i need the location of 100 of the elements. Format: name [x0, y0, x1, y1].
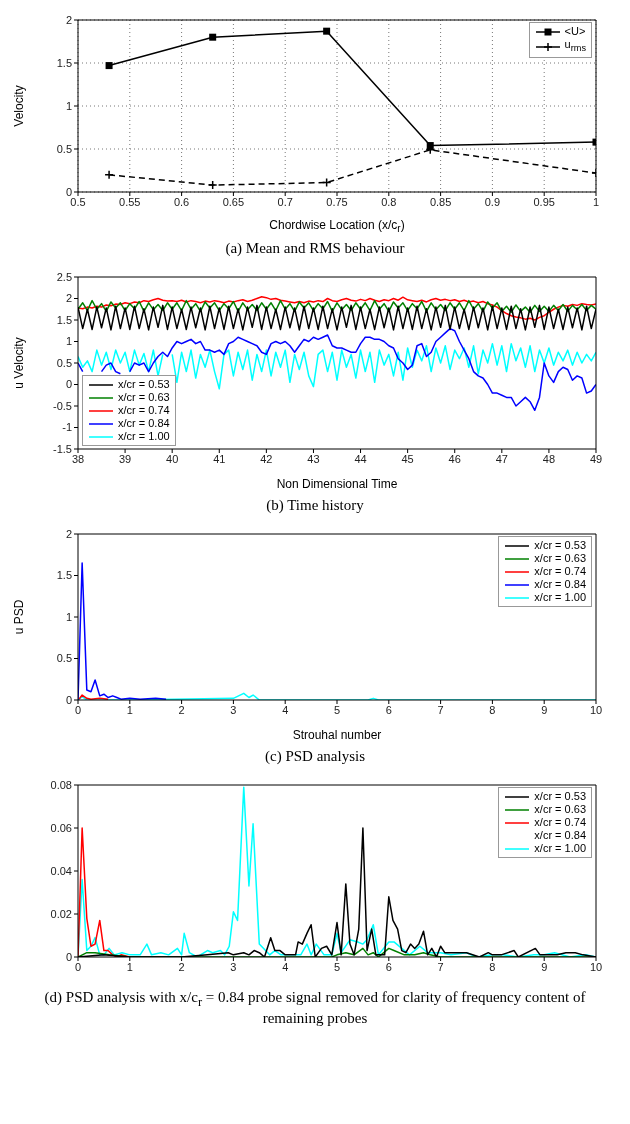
legend-label: x/cr = 0.74	[118, 404, 170, 417]
x-tick-label: 4	[282, 703, 289, 716]
y-tick-label: 0	[65, 693, 72, 706]
legend-label: x/cr = 0.53	[118, 378, 170, 391]
point	[426, 142, 434, 150]
x-tick-label: 9	[541, 703, 548, 716]
x-tick-label: 2	[178, 703, 185, 716]
y-axis-title: u Velocity	[12, 337, 26, 389]
x-tick-label: 10	[589, 960, 603, 973]
y-tick-label: 0	[65, 185, 72, 198]
y-tick-label: 1.5	[56, 56, 72, 69]
y-axis-title: u PSD	[12, 599, 26, 635]
x-tick-label: 7	[437, 960, 444, 973]
x-axis-title: Strouhal number	[291, 728, 383, 742]
legend-label: x/cr = 0.53	[534, 790, 586, 803]
line-series	[78, 299, 596, 314]
x-tick-label: 0.65	[222, 195, 245, 208]
x-tick-label: 0	[74, 703, 82, 716]
x-tick-label: 39	[118, 452, 132, 465]
y-tick-label: -1	[62, 421, 72, 434]
y-tick-label: 0	[65, 950, 72, 963]
x-tick-label: 44	[354, 452, 367, 465]
text: (b) Time history	[265, 497, 365, 514]
x-tick-label: 7	[437, 703, 444, 716]
x-tick-label: 5	[333, 703, 341, 716]
x-tick-label: 1	[126, 960, 133, 973]
legend-label: x/cr = 0.63	[534, 803, 586, 816]
point	[209, 33, 217, 41]
x-tick-label: 3	[230, 703, 237, 716]
x-tick-label: 0.9	[484, 195, 501, 208]
x-tick-label: 2	[178, 960, 185, 973]
x-tick-label: 4	[282, 960, 289, 973]
x-tick-label: 6	[385, 960, 392, 973]
text: x/cr = 0.84	[534, 829, 586, 842]
x-tick-label: 0.8	[381, 195, 397, 208]
y-tick-label: 2.5	[56, 270, 72, 283]
y-tick-label: 2	[65, 13, 72, 26]
y-tick-label: 0.04	[50, 864, 72, 877]
x-tick-label: 1	[126, 703, 133, 716]
y-tick-label: 0.06	[50, 821, 72, 834]
y-tick-label: 0.08	[50, 778, 72, 791]
y-tick-label: 1	[65, 335, 72, 348]
y-tick-label: 1.5	[56, 569, 72, 582]
x-tick-label: 40	[166, 452, 179, 465]
x-tick-label: 0.85	[429, 195, 452, 208]
x-tick-label: 1	[592, 195, 600, 208]
x-tick-label: 46	[448, 452, 461, 465]
y-tick-label: 0.5	[56, 142, 72, 155]
x-tick-label: 0.7	[277, 195, 293, 208]
legend-label: x/cr = 0.63	[118, 391, 170, 404]
point	[105, 62, 113, 70]
y-tick-label: 0.5	[56, 356, 72, 369]
point	[104, 170, 114, 180]
point	[207, 180, 218, 190]
y-tick-label: 0.5	[56, 652, 72, 665]
x-tick-label: 42	[260, 452, 273, 465]
y-tick-label: 0	[65, 378, 72, 391]
y-tick-label: 1	[65, 99, 72, 112]
y-tick-label: 1	[65, 610, 72, 623]
x-tick-label: 6	[385, 703, 392, 716]
legend-label: x/cr = 0.74	[534, 565, 586, 578]
x-tick-label: 0.95	[533, 195, 555, 208]
line-series	[78, 562, 167, 700]
y-tick-label: -1.5	[53, 442, 72, 455]
legend-label: x/cr = 1.00	[534, 591, 586, 604]
y-tick-label: -0.5	[53, 399, 72, 412]
text: (a) Mean and RMS behaviour	[224, 240, 406, 257]
text: (c) PSD analysis	[264, 748, 366, 765]
point	[323, 27, 331, 35]
x-tick-label: 0.6	[173, 195, 190, 208]
x-tick-label: 38	[71, 452, 85, 465]
y-tick-label: 2	[65, 292, 72, 305]
x-tick-label: 41	[213, 452, 226, 465]
x-axis-title: Chordwise Location (x/c$_{r}$)	[268, 217, 406, 234]
line-series	[78, 296, 596, 321]
text: (d) PSD analysis with x/c$_{r}$ = 0.84 probe signal removed for clarity of frequency content of remaining probes	[43, 989, 587, 1027]
x-tick-label: 0.55	[119, 195, 141, 208]
x-tick-label: 45	[401, 452, 414, 465]
y-tick-label: 2	[65, 527, 72, 540]
y-axis-title: Velocity	[12, 85, 26, 127]
legend-label: x/cr = 1.00	[118, 430, 170, 443]
legend-label: x/cr = 0.63	[534, 552, 586, 565]
legend-label: x/cr = 0.74	[534, 816, 586, 829]
x-tick-label: 47	[495, 452, 508, 465]
x-tick-label: 0	[74, 960, 82, 973]
x-tick-label: 9	[541, 960, 548, 973]
x-tick-label: 8	[489, 703, 496, 716]
x-tick-label: 0.75	[326, 195, 348, 208]
x-tick-label: 10	[589, 703, 603, 716]
x-axis-title: Non Dimensional Time	[275, 477, 399, 491]
legend-label: <U>	[564, 25, 586, 38]
x-tick-label: 5	[333, 960, 341, 973]
legend-label: x/cr = 0.84	[118, 417, 170, 430]
legend-label: x/cr = 0.53	[534, 539, 586, 552]
y-tick-label: 0.02	[50, 907, 72, 920]
x-tick-label: 48	[542, 452, 556, 465]
x-tick-label: 3	[230, 960, 237, 973]
y-tick-label: 1.5	[56, 313, 72, 326]
x-tick-label: 49	[589, 452, 603, 465]
legend-label: u$_{rms}$	[564, 38, 586, 56]
